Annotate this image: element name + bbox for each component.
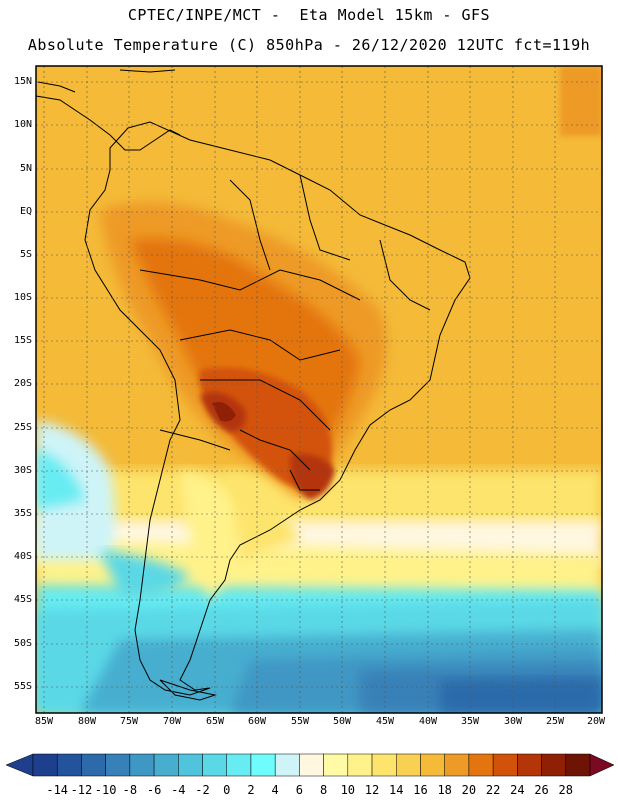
lat-label: 15S (13, 335, 32, 346)
colorbar-swatch (299, 753, 324, 777)
colorbar-label: -4 (171, 783, 186, 797)
coastline-outline (36, 69, 471, 701)
lon-label: 45W (375, 716, 395, 727)
colorbar-swatch (371, 753, 397, 777)
lon-label: 30W (503, 716, 523, 727)
lat-label: 35S (13, 508, 32, 519)
colorbar-swatch (153, 753, 179, 777)
colorbar-label: 12 (364, 783, 380, 797)
colorbar-swatch (444, 753, 470, 777)
colorbar-label: 24 (510, 783, 525, 797)
lat-label: EQ (19, 206, 32, 217)
lon-label: 25W (545, 716, 565, 727)
lon-label: 55W (290, 716, 310, 727)
lon-label: 85W (34, 716, 54, 727)
lon-label: 80W (77, 716, 97, 727)
colorbar-swatch (202, 753, 227, 777)
lat-label: 5S (19, 249, 32, 260)
colorbar-swatch (323, 753, 349, 777)
lat-label: 20S (13, 378, 32, 389)
colorbar-label: 22 (485, 783, 501, 797)
lon-label: 50W (332, 716, 352, 727)
graticule (36, 66, 602, 713)
colorbar-label: 6 (295, 783, 303, 797)
colorbar-label: 0 (223, 783, 231, 797)
colorbar-swatch (32, 753, 58, 777)
colorbar-swatch (274, 753, 300, 777)
lat-label: 15N (13, 76, 32, 87)
colorbar-label: 16 (413, 783, 428, 797)
colorbar-swatch (129, 753, 155, 777)
colorbar-swatch (347, 753, 373, 777)
colorbar-label: 2 (247, 783, 255, 797)
colorbar-label: 14 (389, 783, 404, 797)
map-title-line-2: Absolute Temperature (C) 850hPa - 26/12/… (27, 36, 591, 54)
lon-label: 40W (418, 716, 438, 727)
colorbar-label: -2 (195, 783, 210, 797)
colorbar-label: 28 (558, 783, 573, 797)
colorbar-swatch (81, 753, 106, 777)
colorbar-swatch (105, 753, 131, 777)
lat-label: 50S (13, 638, 32, 649)
map-title-line-1: CPTEC/INPE/MCT - Eta Model 15km - GFS (127, 6, 491, 24)
lat-label: 45S (13, 594, 32, 605)
lat-label: 5N (19, 163, 32, 174)
colorbar-swatch (541, 753, 567, 777)
colorbar-swatch (56, 753, 82, 777)
lon-label: 20W (586, 716, 606, 727)
colorbar-label: 4 (271, 783, 279, 797)
colorbar-swatch (565, 753, 591, 777)
colorbar (5, 753, 615, 777)
colorbar-low-arrow (5, 753, 34, 777)
colorbar-swatch (420, 753, 445, 777)
lat-label: 10S (13, 292, 32, 303)
lon-label: 35W (460, 716, 480, 727)
colorbar-label: -12 (70, 783, 93, 797)
lat-label: 10N (13, 119, 32, 130)
temperature-field (36, 66, 602, 713)
colorbar-high-arrow (589, 753, 615, 777)
lon-label: 65W (205, 716, 225, 727)
lat-label: 55S (13, 681, 32, 692)
colorbar-swatch (178, 753, 203, 777)
colorbar-label: -6 (146, 783, 162, 797)
colorbar-label: 20 (461, 783, 477, 797)
colorbar-label: -14 (46, 783, 69, 797)
colorbar-swatch (492, 753, 518, 777)
colorbar-label: 26 (534, 783, 549, 797)
colorbar-label: -10 (94, 783, 117, 797)
lon-label: 75W (119, 716, 139, 727)
lat-label: 30S (13, 465, 32, 476)
lon-label: 70W (162, 716, 182, 727)
colorbar-swatch (517, 753, 542, 777)
colorbar-swatch (226, 753, 252, 777)
colorbar-swatch (468, 753, 494, 777)
colorbar-label: 18 (437, 783, 452, 797)
colorbar-label: 10 (340, 783, 356, 797)
colorbar-label: 8 (319, 783, 328, 797)
lat-label: 25S (13, 422, 32, 433)
colorbar-swatch (250, 753, 276, 777)
colorbar-label: -8 (122, 783, 138, 797)
colorbar-swatch (396, 753, 421, 777)
lat-label: 40S (13, 551, 32, 562)
map-frame (35, 65, 603, 714)
lon-label: 60W (247, 716, 267, 727)
